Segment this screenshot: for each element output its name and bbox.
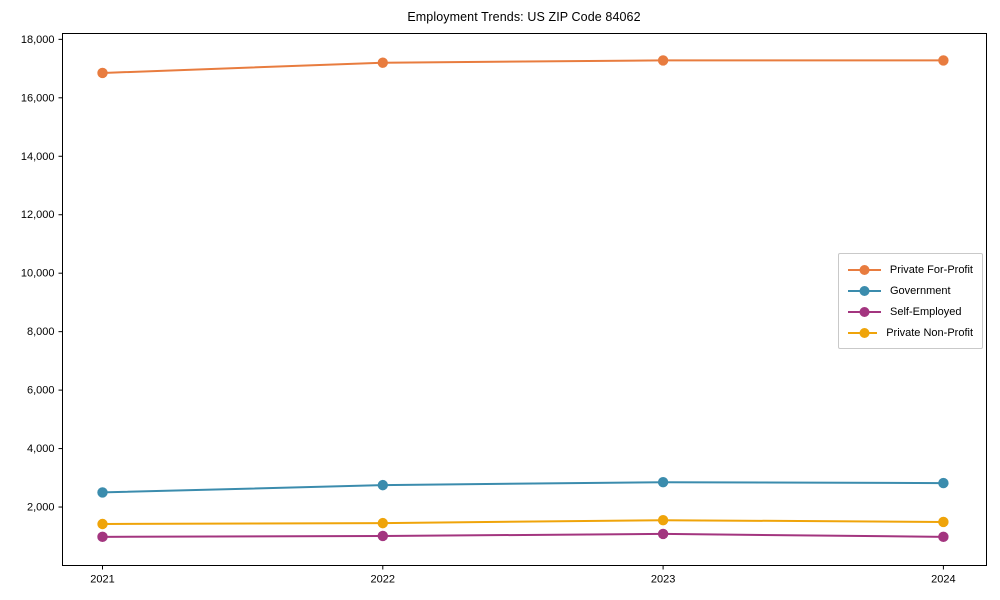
data-point-government-2024 <box>938 477 949 489</box>
data-point-private-non-profit-2023 <box>657 514 669 526</box>
legend-marker-icon <box>848 306 881 317</box>
legend-marker-icon <box>848 285 881 296</box>
data-point-self-employed-2021 <box>97 531 108 543</box>
data-point-private-for-profit-2024 <box>938 55 949 66</box>
x-tick-label: 2024 <box>931 574 955 586</box>
series-line-self-employed <box>102 532 944 538</box>
plot-border <box>62 33 987 566</box>
series-line-government <box>102 481 944 494</box>
legend-marker-icon <box>848 327 878 338</box>
x-tick-label: 2022 <box>371 574 395 586</box>
data-point-self-employed-2024 <box>938 531 949 543</box>
data-point-private-non-profit-2024 <box>938 516 949 528</box>
legend-box: Private For-Profit Government Self-Employe… <box>838 253 983 349</box>
data-point-private-for-profit-2023 <box>657 55 669 66</box>
series-line-private-non-profit <box>102 519 944 525</box>
legend-item-government: Government <box>848 282 973 299</box>
data-point-private-non-profit-2021 <box>97 518 108 530</box>
legend-dot <box>859 264 870 275</box>
data-point-government-2023 <box>657 476 669 488</box>
y-tick-label: 8,000 <box>27 326 55 338</box>
legend-dot <box>859 327 870 338</box>
chart-title: Employment Trends: US ZIP Code 84062 <box>407 10 641 24</box>
legend-label: Government <box>890 284 951 297</box>
data-point-private-for-profit-2021 <box>97 67 108 79</box>
legend-label: Private Non-Profit <box>886 326 973 339</box>
x-tick-label: 2023 <box>651 574 675 586</box>
legend-label: Self-Employed <box>890 305 962 318</box>
y-tick-label: 2,000 <box>27 502 55 514</box>
x-tick-label: 2021 <box>90 574 114 586</box>
y-tick-label: 18,000 <box>21 34 55 46</box>
data-point-private-for-profit-2022 <box>377 57 388 68</box>
data-point-government-2021 <box>97 487 108 498</box>
legend-item-private-non-profit: Private Non-Profit <box>848 324 973 341</box>
y-tick-label: 14,000 <box>21 151 55 163</box>
y-tick-label: 4,000 <box>27 443 55 455</box>
data-point-self-employed-2022 <box>377 530 388 542</box>
y-tick-label: 16,000 <box>21 92 55 104</box>
legend-label: Private For-Profit <box>889 263 973 276</box>
y-tick-label: 12,000 <box>21 209 55 221</box>
legend-item-private-for-profit: Private For-Profit <box>848 261 973 278</box>
data-point-government-2022 <box>377 479 388 491</box>
legend-marker-icon <box>848 264 881 275</box>
y-tick-label: 6,000 <box>27 385 55 397</box>
data-point-private-non-profit-2022 <box>377 517 388 529</box>
data-point-self-employed-2023 <box>657 528 669 540</box>
legend-item-self-employed: Self-Employed <box>848 303 973 320</box>
legend-dot <box>859 285 870 296</box>
series-line-private-for-profit <box>102 59 944 74</box>
legend-dot <box>859 306 870 317</box>
y-tick-label: 10,000 <box>21 268 55 280</box>
